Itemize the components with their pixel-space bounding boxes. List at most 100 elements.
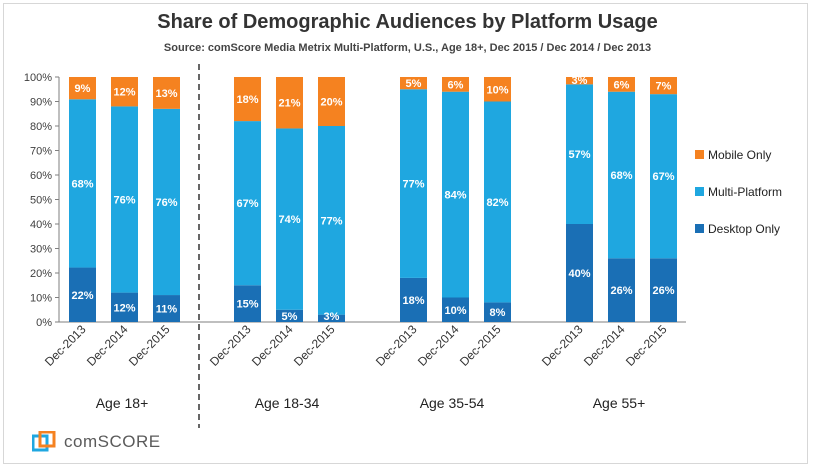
group-label: Age 18+ xyxy=(96,395,149,411)
data-label-multi: 82% xyxy=(486,197,508,209)
bar-desktop-only xyxy=(276,309,303,322)
bar-desktop-only xyxy=(484,302,511,322)
comscore-logo-icon xyxy=(32,431,56,452)
data-label-desktop: 26% xyxy=(652,285,674,297)
x-category-label: Dec-2014 xyxy=(581,322,628,369)
data-label-mobile: 6% xyxy=(614,79,630,91)
data-label-desktop: 22% xyxy=(71,290,93,302)
data-label-mobile: 7% xyxy=(656,81,672,93)
bar-mobile-only xyxy=(608,77,635,92)
data-label-multi: 68% xyxy=(610,170,632,182)
bar-mobile-only xyxy=(650,77,677,95)
legend-label: Desktop Only xyxy=(708,222,780,236)
bar-multi-platform xyxy=(650,94,677,259)
data-label-mobile: 5% xyxy=(406,78,422,90)
bar-desktop-only xyxy=(400,277,427,322)
comscore-logo-text: comSCORE xyxy=(64,432,161,451)
x-category-label: Dec-2014 xyxy=(84,322,131,369)
data-label-desktop: 26% xyxy=(610,285,632,297)
data-label-desktop: 3% xyxy=(324,311,340,323)
data-label-desktop: 40% xyxy=(568,268,590,280)
data-label-mobile: 12% xyxy=(113,87,135,99)
x-category-label: Dec-2014 xyxy=(249,322,296,369)
data-label-desktop: 18% xyxy=(402,295,424,307)
y-tick-label: 0% xyxy=(36,317,52,329)
x-category-label: Dec-2015 xyxy=(623,322,670,369)
data-label-mobile: 20% xyxy=(320,97,342,109)
x-category-label: Dec-2014 xyxy=(415,322,462,369)
group-label: Age 18-34 xyxy=(255,395,320,411)
legend-swatch xyxy=(695,224,704,233)
bar-mobile-only xyxy=(318,77,345,126)
data-label-desktop: 12% xyxy=(113,302,135,314)
y-tick-label: 80% xyxy=(30,121,52,133)
bar-multi-platform xyxy=(318,126,345,315)
x-category-label: Dec-2013 xyxy=(42,322,89,369)
chart-title: Share of Demographic Audiences by Platfo… xyxy=(157,11,658,33)
chart-subtitle: Source: comScore Media Metrix Multi-Plat… xyxy=(163,42,652,54)
y-tick-label: 40% xyxy=(30,219,52,231)
bar-desktop-only xyxy=(111,292,138,322)
x-category-label: Dec-2015 xyxy=(457,322,504,369)
bar-mobile-only xyxy=(153,77,180,109)
bar-desktop-only xyxy=(318,314,345,322)
y-tick-label: 70% xyxy=(30,146,52,158)
data-label-multi: 68% xyxy=(71,178,93,190)
bar-multi-platform xyxy=(234,121,261,286)
bar-desktop-only xyxy=(566,224,593,322)
bar-mobile-only xyxy=(69,77,96,100)
y-tick-label: 30% xyxy=(30,244,52,256)
bar-multi-platform xyxy=(153,108,180,296)
legend-swatch xyxy=(695,150,704,159)
y-tick-label: 50% xyxy=(30,195,52,207)
bar-multi-platform xyxy=(276,128,303,310)
data-label-multi: 77% xyxy=(320,215,342,227)
data-label-multi: 67% xyxy=(236,198,258,210)
data-label-multi: 84% xyxy=(444,190,466,202)
bar-mobile-only xyxy=(566,77,593,85)
bar-mobile-only xyxy=(484,77,511,102)
comscore-logo: comSCORE xyxy=(32,431,161,453)
bar-mobile-only xyxy=(442,77,469,92)
y-tick-label: 100% xyxy=(24,72,52,84)
bar-desktop-only xyxy=(153,295,180,322)
bar-desktop-only xyxy=(650,258,677,322)
data-label-mobile: 6% xyxy=(448,79,464,91)
y-tick-label: 60% xyxy=(30,170,52,182)
bar-multi-platform xyxy=(111,106,138,293)
x-category-label: Dec-2013 xyxy=(207,322,254,369)
bar-multi-platform xyxy=(69,99,96,268)
bar-desktop-only xyxy=(234,285,261,322)
data-label-multi: 77% xyxy=(402,179,424,191)
legend-swatch xyxy=(695,187,704,196)
group-label: Age 35-54 xyxy=(420,395,485,411)
y-tick-label: 10% xyxy=(30,293,52,305)
data-label-desktop: 11% xyxy=(156,304,178,316)
y-tick-label: 90% xyxy=(30,97,52,109)
data-label-desktop: 10% xyxy=(444,305,466,317)
legend-label: Multi-Platform xyxy=(708,185,782,199)
data-label-mobile: 10% xyxy=(486,84,508,96)
data-label-multi: 57% xyxy=(568,149,590,161)
x-category-label: Dec-2015 xyxy=(126,322,173,369)
data-label-mobile: 3% xyxy=(572,75,588,87)
bar-multi-platform xyxy=(566,84,593,224)
bar-mobile-only xyxy=(234,77,261,122)
bar-desktop-only xyxy=(442,297,469,322)
data-label-desktop: 5% xyxy=(282,311,298,323)
data-label-mobile: 18% xyxy=(236,94,258,106)
bar-multi-platform xyxy=(608,91,635,259)
bar-desktop-only xyxy=(69,267,96,322)
data-label-desktop: 8% xyxy=(490,307,506,319)
data-label-multi: 76% xyxy=(113,195,135,207)
bar-mobile-only xyxy=(111,77,138,107)
x-category-label: Dec-2013 xyxy=(373,322,420,369)
bar-mobile-only xyxy=(400,77,427,90)
data-label-mobile: 13% xyxy=(155,88,177,100)
data-label-mobile: 21% xyxy=(278,98,300,110)
x-category-label: Dec-2015 xyxy=(291,322,338,369)
group-label: Age 55+ xyxy=(593,395,646,411)
data-label-multi: 67% xyxy=(652,171,674,183)
bar-multi-platform xyxy=(484,101,511,303)
data-label-multi: 76% xyxy=(155,197,177,209)
